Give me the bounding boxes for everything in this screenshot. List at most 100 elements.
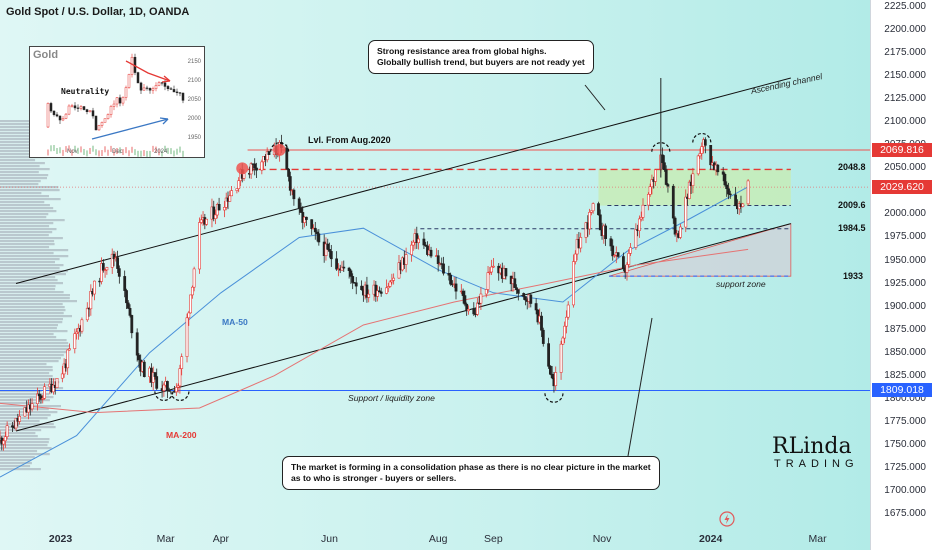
time-axis[interactable]: 2023 Mar Apr Jun Aug Sep Nov 2024 Mar [0,526,871,550]
volume-profile-bar [0,393,49,396]
candle-body [116,257,120,269]
y-tick-label: 2125.000 [884,93,926,105]
candle-body [185,317,189,357]
inset-candle-body [46,103,50,128]
volume-profile-bar [0,465,31,468]
candle-body [661,154,665,163]
candle-body [167,390,171,392]
candle-body [721,171,725,175]
volume-profile-bar [0,309,66,312]
volume-profile-bar [0,459,32,462]
y-tick-label: 1775.000 [884,415,926,427]
volume-profile-bar [0,129,34,132]
volume-profile-bar [0,450,38,453]
candle-body [741,203,745,207]
volume-profile-bar [0,444,48,447]
candle-body [351,276,355,283]
callout-pointer [627,317,653,457]
x-tick-label: 2023 [48,533,73,545]
inset-volume-bar [62,149,64,156]
volume-profile-bar [0,180,41,183]
channel-line [15,223,791,432]
inset-candle-body [91,110,95,117]
inset-volume-bar [83,148,85,155]
inset-y-tick: 2050 [187,97,201,103]
lightning-icon[interactable] [719,511,735,527]
candle-body [189,294,193,314]
inset-candle-body [58,115,62,121]
inset-candle-body [154,85,158,89]
candle-body [429,249,433,257]
volume-profile-bar [0,126,31,129]
candle-body [313,227,317,233]
volume-profile-bar [0,141,50,144]
volume-profile-bar [0,177,47,180]
candle-body [75,331,79,335]
ma-50-line [0,186,749,478]
candle-body [100,263,103,282]
volume-profile-bar [0,165,40,168]
candle-body [386,286,390,289]
inset-volume-bar [158,149,160,156]
volume-profile-bar [0,366,53,369]
volume-profile-bar [0,417,48,420]
x-tick-label: Apr [212,533,230,545]
candle-body [349,270,353,277]
candle-body [415,233,419,243]
candle-body [335,258,339,270]
inset-neutrality-label: Neutrality [61,87,110,96]
volume-profile-bar [0,315,72,318]
inset-candle-body [52,110,56,115]
x-tick-label: Sep [484,533,503,545]
inset-volume-bar [77,147,79,154]
callout-line: Strong resistance area from global highs… [377,46,547,56]
candle-body [484,289,488,295]
candle-body [589,210,593,213]
candle-body [404,254,408,265]
candle-body [137,354,141,361]
inset-volume-bar [104,146,106,153]
candle-body [260,161,264,171]
candle-body [392,277,396,281]
candle-body [411,241,415,246]
candle-body [397,262,401,279]
candle-body [128,307,132,316]
candle-body [564,316,568,327]
candle-body [625,264,629,273]
callout-pointer [584,84,606,111]
candle-body [365,284,369,298]
price-badge: 2069.816 [872,143,932,158]
candle-body [328,249,331,252]
volume-profile-bar [0,201,45,204]
candle-body [687,181,691,199]
volume-profile-bar [0,462,32,465]
candle-body [379,291,383,294]
price-badge: 2029.620 [872,180,932,195]
inset-candle-body [82,106,86,110]
inset-volume-bar [173,150,175,157]
candle-body [548,365,552,375]
y-tick-label: 1925.000 [884,277,926,289]
inset-volume-bar [128,150,130,157]
ma50-label: MA-50 [222,317,248,327]
candle-body [292,189,296,200]
volume-profile-bar [0,171,39,174]
candle-body [73,333,77,350]
candle-body [559,343,563,373]
volume-profile-bar [0,330,68,333]
inset-up-arrow [91,118,169,140]
price-axis[interactable]: 1675.000 1700.000 1725.000 1750.000 1775.000… [870,0,932,550]
volume-profile-bar [0,360,59,363]
candle-body [547,343,551,367]
volume-profile-bar [0,153,50,156]
candle-body [734,194,738,207]
volume-profile-bar [0,264,64,267]
candle-body [436,255,440,264]
candle-body [66,349,70,369]
candle-body [223,207,226,211]
candle-body [377,290,381,293]
candle-body [376,290,380,297]
inset-volume-bar [152,145,154,152]
ma200-label: MA-200 [166,430,197,440]
candle-body [85,307,89,321]
